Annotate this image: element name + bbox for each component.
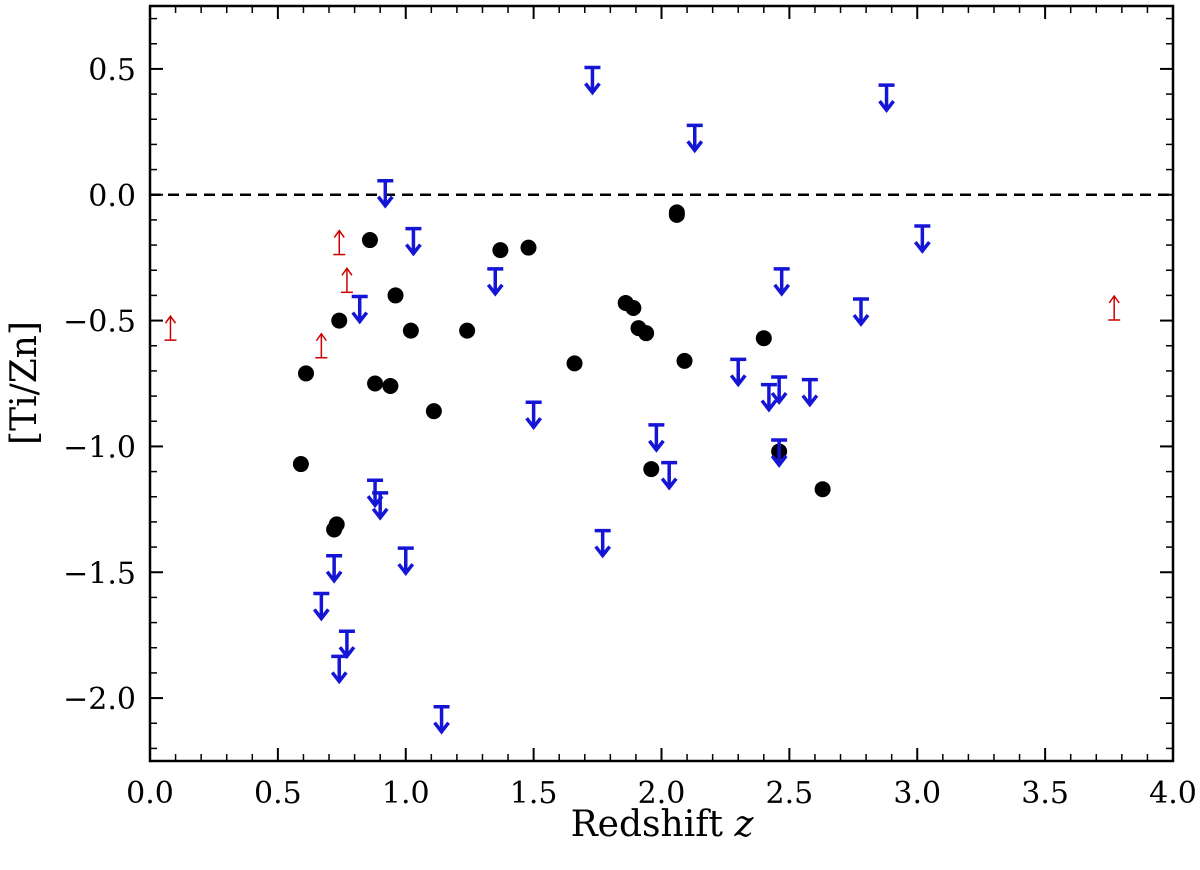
upper-limit-arrow	[648, 423, 665, 453]
upper-limit-arrow	[405, 226, 422, 257]
detection-point	[425, 403, 442, 420]
upper-limit-arrow	[913, 224, 931, 254]
detection-point	[402, 322, 419, 339]
upper-limit-arrow	[376, 179, 394, 209]
detection-point	[328, 516, 345, 533]
upper-limit-arrow	[584, 65, 601, 96]
upper-limit-arrow	[330, 654, 348, 685]
detection-point	[566, 355, 583, 372]
upper-limit-arrow	[397, 546, 415, 577]
y-tick-label: −1.0	[63, 430, 136, 465]
upper-limit-arrow	[770, 438, 788, 468]
upper-limit-arrow	[770, 375, 788, 405]
x-tick-label: 0.5	[254, 776, 302, 811]
detection-point	[292, 456, 309, 473]
upper-limit-series	[312, 65, 931, 735]
plot-frame	[148, 4, 1175, 763]
lower-limit-series	[164, 229, 1121, 359]
detection-point	[492, 242, 509, 259]
x-tick-label: 1.0	[382, 776, 430, 811]
detection-point	[387, 287, 404, 304]
x-tick-label: 4.0	[1149, 776, 1197, 811]
lower-limit-arrow	[1108, 294, 1121, 321]
x-axis-label: Redshift	[571, 804, 724, 845]
upper-limit-arrow	[773, 267, 791, 297]
upper-limit-arrow	[371, 491, 389, 521]
y-tick-label: 0.0	[88, 179, 136, 214]
detection-point	[755, 330, 772, 347]
lower-limit-arrow	[333, 229, 346, 256]
tick-layer	[149, 6, 1174, 761]
lower-limit-arrow	[164, 314, 177, 341]
upper-limit-arrow	[594, 528, 612, 559]
x-axis-variable: z	[733, 804, 754, 845]
x-tick-label: 1.5	[510, 776, 558, 811]
upper-limit-arrow	[433, 704, 450, 735]
lower-limit-arrow	[340, 267, 353, 294]
y-tick-label: −2.0	[63, 682, 136, 717]
detection-point	[298, 365, 315, 382]
detection-point	[367, 375, 384, 392]
x-tick-label: 3.5	[1021, 776, 1069, 811]
y-tick-label: −1.5	[63, 556, 136, 591]
detection-point	[668, 206, 685, 223]
upper-limit-arrow	[686, 123, 704, 154]
upper-limit-arrow	[325, 553, 343, 584]
detection-point	[643, 461, 660, 478]
upper-limit-arrow	[852, 297, 870, 327]
lower-limit-arrow	[315, 332, 328, 359]
upper-limit-arrow	[338, 629, 356, 660]
detection-point	[520, 239, 537, 256]
x-tick-label: 3.0	[893, 776, 941, 811]
detection-point	[676, 352, 693, 369]
upper-limit-arrow	[660, 460, 678, 491]
upper-limit-arrow	[312, 591, 330, 622]
detection-point	[625, 300, 642, 316]
x-tick-label: 2.5	[766, 776, 814, 811]
upper-limit-arrow	[486, 267, 504, 297]
detection-point	[814, 481, 831, 498]
tick-label-layer: 0.0 0.5 1.0 1.5 2.0 2.5 3.0 3.5 4.0 0.5 0.0 −0.5 −1.…	[63, 53, 1197, 811]
y-tick-label: 0.5	[88, 53, 136, 88]
upper-limit-arrow	[729, 357, 747, 388]
y-tick-label: −0.5	[63, 305, 136, 340]
upper-limit-arrow	[878, 83, 895, 113]
detection-point	[382, 378, 399, 395]
y-axis-title: [Ti/Zn]	[4, 321, 45, 445]
x-tick-label: 2.0	[638, 776, 686, 811]
detection-series	[292, 204, 831, 538]
detection-point	[331, 312, 348, 329]
upper-limit-arrow	[801, 377, 819, 408]
detection-point	[638, 325, 655, 342]
x-tick-label: 0.0	[126, 776, 174, 811]
series-layer	[164, 65, 1121, 735]
x-axis-title: Redshift z	[571, 804, 755, 845]
detection-point	[361, 232, 378, 249]
upper-limit-arrow	[525, 400, 543, 431]
detection-point	[459, 322, 476, 339]
upper-limit-arrow	[351, 294, 369, 325]
upper-limit-arrow	[760, 382, 778, 413]
